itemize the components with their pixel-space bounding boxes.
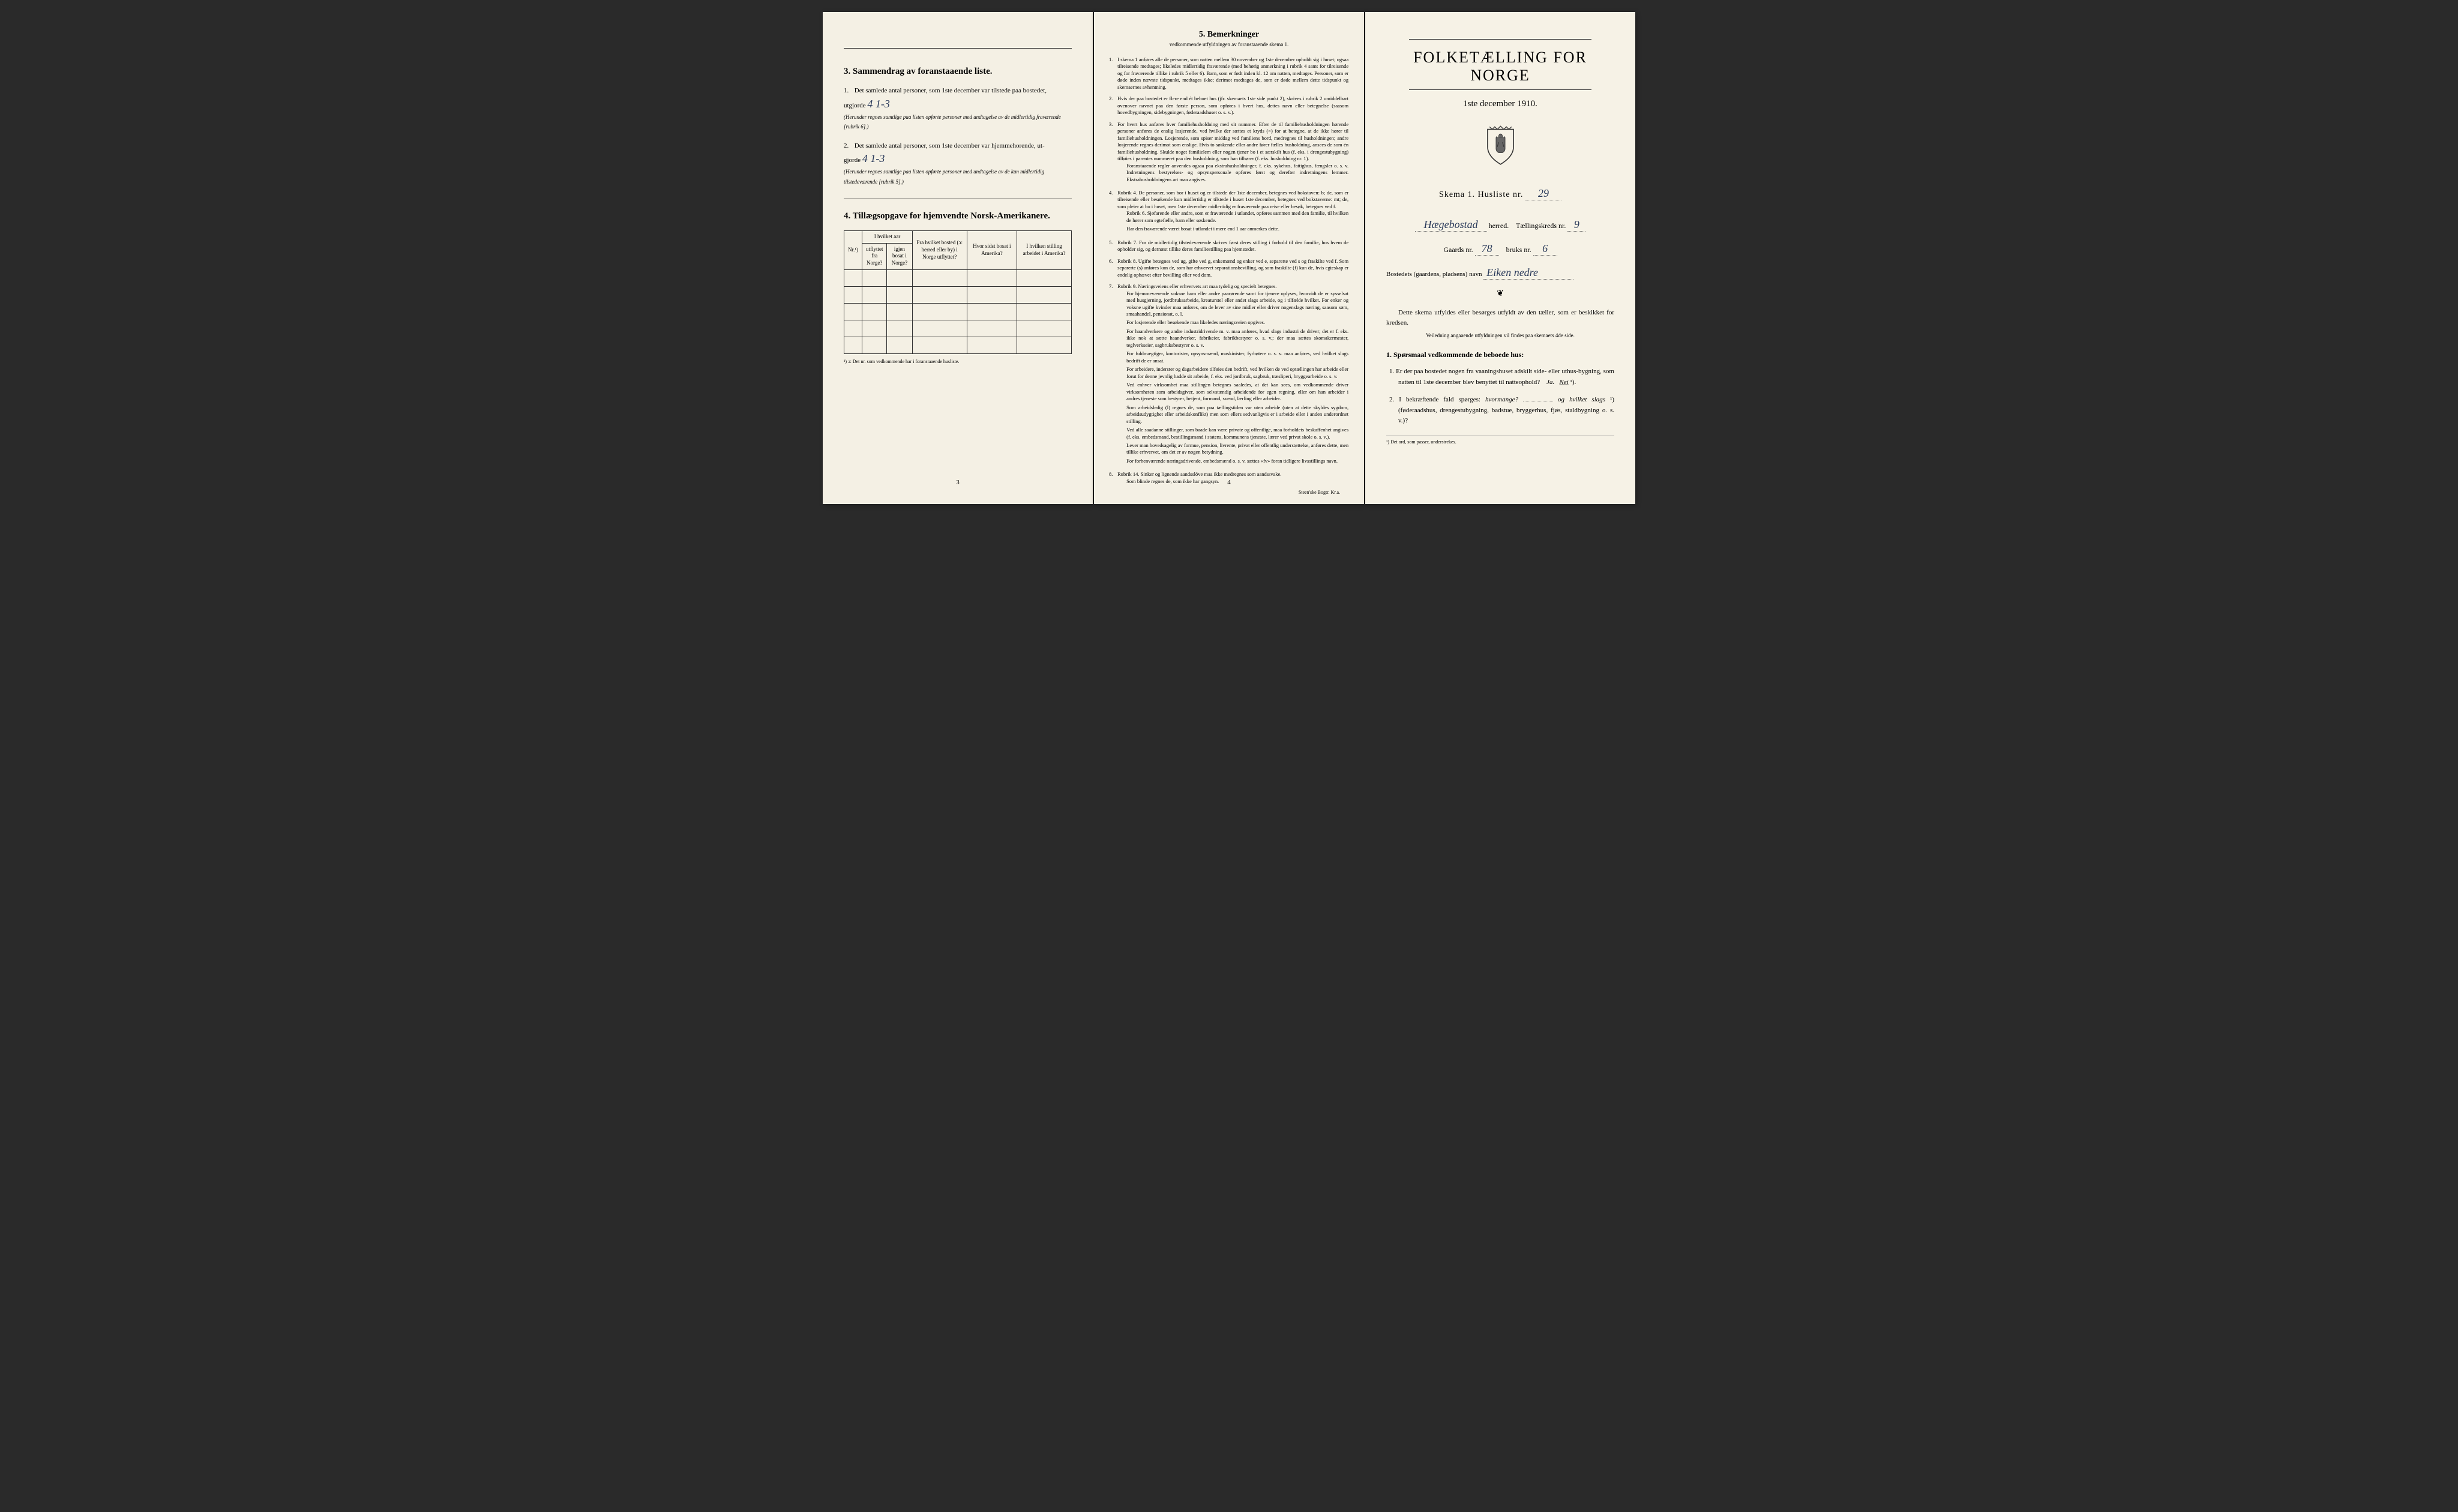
section-5-subheading: vedkommende utfyldningen av foranstaaend… — [1109, 41, 1349, 47]
section-5-heading: 5. Bemerkninger — [1109, 30, 1349, 40]
col-stilling: I hvilken stilling arbeidet i Amerika? — [1017, 231, 1072, 270]
herred-line: Hægebostad herred. Tællingskreds nr. 9 — [1386, 218, 1614, 232]
remark-1: 1. I skema 1 anføres alle de personer, s… — [1109, 56, 1349, 91]
col-aar-group: I hvilket aar — [862, 231, 912, 244]
bruks-num: 6 — [1533, 242, 1557, 256]
bosted-line: Bostedets (gaardens, pladsens) navn Eike… — [1386, 266, 1614, 280]
data-table: Nr.¹) I hvilket aar Fra hvilket bosted (… — [844, 230, 1072, 354]
kreds-num: 9 — [1567, 218, 1585, 232]
item-num: 2. — [844, 141, 853, 151]
col-utflyttet: utflyttet fra Norge? — [862, 243, 887, 269]
question-1: 1. Er der paa bostedet nogen fra vaaning… — [1386, 367, 1614, 388]
q2-before: I bekræftende fald spørges: — [1399, 396, 1480, 403]
section-4-heading: 4. Tillægsopgave for hjemvendte Norsk-Am… — [844, 211, 1072, 221]
skema-num: 29 — [1525, 187, 1561, 200]
gaards-num: 78 — [1475, 242, 1499, 256]
document-container: 3. Sammendrag av foranstaaende liste. 1.… — [823, 12, 1635, 504]
table-row — [844, 269, 1072, 286]
herred-label: herred. — [1489, 221, 1509, 230]
remarks-list: 1. I skema 1 anføres alle de personer, s… — [1109, 56, 1349, 487]
ornament-icon: ❦ — [1386, 289, 1614, 299]
utgjorde-label: utgjorde — [844, 102, 866, 109]
section-3-heading: 3. Sammendrag av foranstaaende liste. — [844, 67, 1072, 77]
printer-note: Steen'ske Bogtr. Kr.a. — [1299, 490, 1340, 495]
question-2: 2. I bekræftende fald spørges: hvormange… — [1386, 395, 1614, 427]
gaards-label: Gaards nr. — [1443, 245, 1473, 254]
table-row — [844, 320, 1072, 337]
crest-svg — [1484, 124, 1517, 166]
right-footnote: ¹) Det ord, som passer, understrekes. — [1386, 436, 1614, 445]
instruction-sub: Veiledning angaaende utfyldningen vil fi… — [1386, 332, 1614, 338]
remark-5: 5. Rubrik 7. For de midlertidig tilstede… — [1109, 239, 1349, 253]
section-3: 3. Sammendrag av foranstaaende liste. 1.… — [844, 67, 1072, 187]
q1-nei: Nei — [1560, 379, 1569, 386]
item-2: 2. Det samlede antal personer, som 1ste … — [844, 141, 1072, 187]
remark-4: 4. Rubrik 4. De personer, som bor i huse… — [1109, 190, 1349, 235]
handwritten-value-1: 4 1-3 — [867, 98, 890, 110]
q1-text: Er der paa bostedet nogen fra vaaningshu… — [1396, 368, 1614, 386]
section-4: 4. Tillægsopgave for hjemvendte Norsk-Am… — [844, 211, 1072, 364]
question-heading: 1. Spørsmaal vedkommende de beboede hus: — [1386, 350, 1614, 359]
gaards-line: Gaards nr. 78 bruks nr. 6 — [1386, 242, 1614, 256]
table-header-row: Nr.¹) I hvilket aar Fra hvilket bosted (… — [844, 231, 1072, 244]
paren-note-2: (Herunder regnes samtlige paa listen opf… — [844, 169, 1044, 185]
q1-note: ¹). — [1570, 379, 1576, 386]
q2-note: ¹) — [1610, 396, 1614, 403]
table-container: Nr.¹) I hvilket aar Fra hvilket bosted (… — [844, 230, 1072, 364]
paren-note-1: (Herunder regnes samtlige paa listen opf… — [844, 114, 1061, 130]
q2-after: (føderaadshus, drengestubygning, badstue… — [1398, 407, 1614, 425]
col-amerika: Hvor sidst bosat i Amerika? — [967, 231, 1017, 270]
col-igjen: igjen bosat i Norge? — [887, 243, 913, 269]
title-date: 1ste december 1910. — [1386, 99, 1614, 109]
bosted-name: Eiken nedre — [1483, 266, 1573, 280]
item-num: 1. — [844, 86, 853, 96]
ut-suffix: ut- — [1037, 142, 1044, 149]
bosted-label: Bostedets (gaardens, pladsens) navn — [1386, 271, 1482, 278]
q2-num: 2. — [1389, 396, 1394, 403]
page-middle: 5. Bemerkninger vedkommende utfyldningen… — [1094, 12, 1364, 504]
handwritten-value-2: 4 1-3 — [862, 152, 885, 164]
q2-hvilket: hvilket slags — [1569, 396, 1605, 403]
col-nr: Nr.¹) — [844, 231, 862, 270]
item-1: 1. Det samlede antal personer, som 1ste … — [844, 86, 1072, 132]
col-bosted: Fra hvilket bosted (ɔ: herred eller by) … — [912, 231, 967, 270]
page-left: 3. Sammendrag av foranstaaende liste. 1.… — [823, 12, 1093, 504]
page-right: FOLKETÆLLING FOR NORGE 1ste december 191… — [1365, 12, 1635, 504]
skema-label: Skema 1. Husliste nr. — [1439, 190, 1523, 199]
remark-7: 7. Rubrik 9. Næringsveiens eller erhverv… — [1109, 283, 1349, 466]
table-footnote: ¹) ɔ: Det nr. som vedkommende har i fora… — [844, 359, 1072, 364]
page-number: 3 — [956, 479, 960, 486]
q2-hvormange: hvormange? — [1485, 396, 1518, 403]
item-text: Det samlede antal personer, som 1ste dec… — [855, 87, 1047, 94]
gjorde-label: gjorde — [844, 157, 861, 164]
title-divider-top — [1409, 39, 1591, 40]
remark-2: 2. Hvis der paa bostedet er flere end ét… — [1109, 95, 1349, 116]
coat-of-arms-icon — [1386, 124, 1614, 169]
table-row — [844, 303, 1072, 320]
q2-og: og — [1558, 396, 1564, 403]
table-row — [844, 286, 1072, 303]
q1-ja: Ja. — [1546, 379, 1554, 386]
kreds-label: Tællingskreds nr. — [1516, 221, 1566, 230]
skema-line: Skema 1. Husliste nr. 29 — [1386, 187, 1614, 200]
remark-6: 6. Rubrik 8. Ugifte betegnes ved ug, gif… — [1109, 258, 1349, 278]
q1-num: 1. — [1389, 368, 1394, 375]
table-body — [844, 269, 1072, 353]
remark-3: 3. For hvert hus anføres hver familiehus… — [1109, 121, 1349, 185]
bruks-label: bruks nr. — [1506, 245, 1531, 254]
herred-name: Hægebostad — [1415, 218, 1487, 232]
instruction-text: Dette skema utfyldes eller besørges utfy… — [1386, 308, 1614, 328]
main-title: FOLKETÆLLING FOR NORGE — [1386, 49, 1614, 85]
divider — [844, 48, 1072, 49]
item-text: Det samlede antal personer, som 1ste dec… — [855, 142, 1036, 149]
table-row — [844, 337, 1072, 353]
page-number: 4 — [1227, 479, 1231, 486]
title-divider — [1409, 89, 1591, 90]
